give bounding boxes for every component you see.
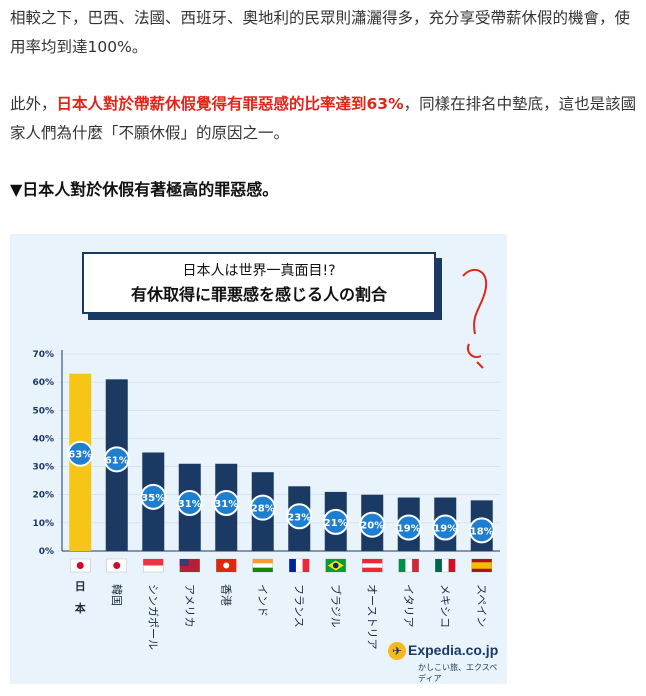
value-label: 19% xyxy=(397,524,421,535)
flag-part xyxy=(76,562,84,569)
value-label: 61% xyxy=(105,455,129,466)
value-bubble xyxy=(249,494,276,521)
value-bubble xyxy=(359,511,386,538)
flag-part xyxy=(471,562,492,569)
flag-part xyxy=(362,567,383,572)
expedia-logo: ✈ Expedia.co.jp かしこい旅、エクスペディア xyxy=(388,640,503,683)
flag-part xyxy=(398,559,406,572)
value-label: 18% xyxy=(470,526,494,537)
paragraph-2-rest: ，同樣在排名中墊底，這也是該國家人們為什麼「不願休假」的原因之一。 xyxy=(10,95,637,142)
paragraph-2-intro: 此外， xyxy=(10,95,57,113)
logo-text: Expedia.co.jp xyxy=(408,642,499,658)
flag-part xyxy=(302,559,310,572)
flag-part xyxy=(179,559,189,566)
flag-part xyxy=(143,559,164,566)
category-label: 韓国 xyxy=(110,584,123,606)
value-bubble xyxy=(395,514,422,541)
value-label: 19% xyxy=(433,524,457,535)
article-paragraph-2: 此外，日本人對於帶薪休假覺得有罪惡感的比率達到63%，同樣在排名中墊底，這也是該… xyxy=(10,90,640,148)
value-label: 21% xyxy=(324,518,348,529)
value-bubble xyxy=(67,440,94,467)
flag-part xyxy=(113,562,121,569)
infographic-title-line1: 日本人は世界一真面目!? xyxy=(182,263,336,279)
category-label: メキシコ xyxy=(438,584,451,628)
flag-part xyxy=(412,559,419,572)
value-label: 63% xyxy=(68,450,92,461)
value-bubble xyxy=(322,508,349,535)
category-label: インド xyxy=(256,584,269,617)
category-label: フランス xyxy=(292,584,305,628)
category-label: イタリア xyxy=(402,584,415,628)
value-bubble xyxy=(140,483,167,510)
category-label: シンガポール xyxy=(146,584,159,650)
infographic-title-box: 日本人は世界一真面目!? 有休取得に罪悪感を感じる人の割合 xyxy=(82,252,436,314)
category-label: スペイン xyxy=(475,584,488,627)
flag-part xyxy=(448,559,456,572)
y-tick-label: 20% xyxy=(32,491,54,501)
value-label: 31% xyxy=(178,499,202,510)
bar-chart: 0% 10% 20% 30% 40% 50% 60% 70% 63% 日本 61% 韓国 35% シンガポ… xyxy=(32,350,500,650)
y-tick-label: 0% xyxy=(39,547,54,557)
category-label: 香港 xyxy=(219,584,232,606)
plane-globe-icon: ✈ xyxy=(388,642,406,660)
y-tick-label: 50% xyxy=(32,406,54,416)
value-label: 28% xyxy=(251,504,275,515)
flag-part xyxy=(435,559,442,572)
flag-part xyxy=(223,562,230,569)
value-label: 23% xyxy=(287,512,311,523)
category-label: 本 xyxy=(75,601,86,615)
flag-part xyxy=(289,559,296,572)
value-bubble xyxy=(286,503,313,530)
category-label: 日 xyxy=(75,580,86,593)
value-bubble xyxy=(176,490,203,517)
flag-part xyxy=(332,562,339,569)
infographic-image: 0% 10% 20% 30% 40% 50% 60% 70% 63% 日本 61% 韓国 35% シンガポ… xyxy=(10,234,507,684)
y-tick-label: 70% xyxy=(32,350,54,360)
infographic-title-line2: 有休取得に罪悪感を感じる人の割合 xyxy=(130,285,387,304)
value-label: 20% xyxy=(360,521,384,532)
section-heading: ▼日本人對於休假有著極高的罪惡感。 xyxy=(10,180,279,199)
y-tick-label: 60% xyxy=(32,378,54,388)
y-tick-label: 30% xyxy=(32,463,54,473)
category-label: アメリカ xyxy=(183,584,196,627)
category-label: オーストリア xyxy=(365,584,378,649)
handwritten-question-mark-icon xyxy=(462,268,488,369)
flag-part xyxy=(362,559,383,564)
article-paragraph-1: 相較之下，巴西、法國、西班牙、奧地利的民眾則瀟灑得多，充分享受帶薪休假的機會，使… xyxy=(10,9,631,56)
flag-part xyxy=(252,559,273,564)
value-label: 31% xyxy=(214,499,238,510)
y-tick-label: 40% xyxy=(32,434,54,444)
logo-subtext: かしこい旅、エクスペディア xyxy=(418,663,498,683)
flag-part xyxy=(252,567,273,572)
category-label: ブラジル xyxy=(329,584,343,628)
value-bubble xyxy=(468,517,495,544)
value-bubble xyxy=(432,514,459,541)
value-bubble xyxy=(103,446,130,473)
value-label: 35% xyxy=(141,493,165,504)
highlighted-statistic: 日本人對於帶薪休假覺得有罪惡感的比率達到63% xyxy=(56,95,404,113)
value-bubble xyxy=(213,490,240,517)
y-tick-label: 10% xyxy=(32,519,54,529)
